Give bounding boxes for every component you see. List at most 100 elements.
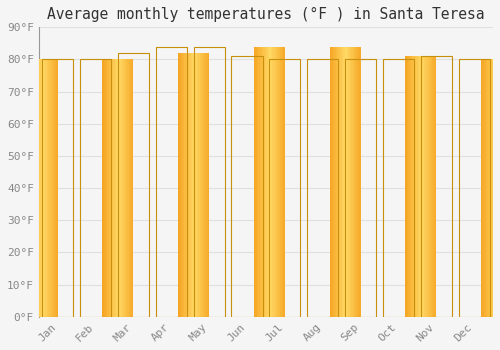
Bar [260, 47, 262, 317]
Bar [48, 60, 50, 317]
Bar [352, 47, 353, 317]
Bar [332, 47, 334, 317]
Bar [190, 53, 192, 317]
Bar [410, 56, 412, 317]
Bar [458, 60, 490, 317]
Bar [331, 47, 332, 317]
Bar [30, 60, 32, 317]
Bar [196, 53, 198, 317]
Bar [118, 53, 149, 317]
Bar [110, 60, 112, 317]
Bar [56, 60, 58, 317]
Bar [108, 60, 110, 317]
Bar [192, 53, 194, 317]
Bar [178, 53, 180, 317]
Bar [407, 56, 408, 317]
Bar [354, 47, 356, 317]
Bar [263, 47, 264, 317]
Bar [424, 56, 426, 317]
Title: Average monthly temperatures (°F ) in Santa Teresa: Average monthly temperatures (°F ) in Sa… [47, 7, 484, 22]
Bar [258, 47, 260, 317]
Bar [34, 60, 36, 317]
Bar [419, 56, 421, 317]
Bar [408, 56, 410, 317]
Bar [33, 60, 34, 317]
Bar [32, 60, 33, 317]
Bar [80, 60, 111, 317]
Bar [194, 53, 195, 317]
Bar [118, 60, 120, 317]
Bar [26, 60, 28, 317]
Bar [284, 47, 285, 317]
Bar [42, 60, 44, 317]
Bar [405, 56, 407, 317]
Bar [232, 56, 262, 317]
Bar [122, 60, 124, 317]
Bar [280, 47, 282, 317]
Bar [498, 60, 500, 317]
Bar [274, 47, 276, 317]
Bar [204, 53, 206, 317]
Bar [203, 53, 204, 317]
Bar [102, 60, 104, 317]
Bar [189, 53, 190, 317]
Bar [107, 60, 108, 317]
Bar [104, 60, 106, 317]
Bar [496, 60, 498, 317]
Bar [278, 47, 280, 317]
Bar [339, 47, 340, 317]
Bar [114, 60, 115, 317]
Bar [129, 60, 130, 317]
Bar [184, 53, 186, 317]
Bar [198, 53, 200, 317]
Bar [121, 60, 122, 317]
Bar [54, 60, 56, 317]
Bar [254, 47, 256, 317]
Bar [272, 47, 274, 317]
Bar [358, 47, 359, 317]
Bar [206, 53, 208, 317]
Bar [338, 47, 339, 317]
Bar [50, 60, 51, 317]
Bar [38, 60, 39, 317]
Bar [422, 56, 424, 317]
Bar [344, 47, 345, 317]
Bar [342, 47, 344, 317]
Bar [194, 47, 224, 317]
Bar [186, 53, 188, 317]
Bar [276, 47, 277, 317]
Bar [495, 60, 496, 317]
Bar [112, 60, 114, 317]
Bar [356, 47, 358, 317]
Bar [334, 47, 336, 317]
Bar [346, 47, 348, 317]
Bar [183, 53, 184, 317]
Bar [426, 56, 427, 317]
Bar [330, 47, 331, 317]
Bar [307, 60, 338, 317]
Bar [256, 47, 257, 317]
Bar [434, 56, 436, 317]
Bar [486, 60, 487, 317]
Bar [40, 60, 42, 317]
Bar [340, 47, 342, 317]
Bar [52, 60, 53, 317]
Bar [345, 47, 346, 317]
Bar [262, 47, 263, 317]
Bar [412, 56, 413, 317]
Bar [180, 53, 181, 317]
Bar [345, 60, 376, 317]
Bar [359, 47, 360, 317]
Bar [282, 47, 284, 317]
Bar [36, 60, 38, 317]
Bar [414, 56, 416, 317]
Bar [416, 56, 418, 317]
Bar [430, 56, 432, 317]
Bar [492, 60, 494, 317]
Bar [432, 56, 433, 317]
Bar [132, 60, 134, 317]
Bar [350, 47, 352, 317]
Bar [257, 47, 258, 317]
Bar [28, 60, 30, 317]
Bar [130, 60, 132, 317]
